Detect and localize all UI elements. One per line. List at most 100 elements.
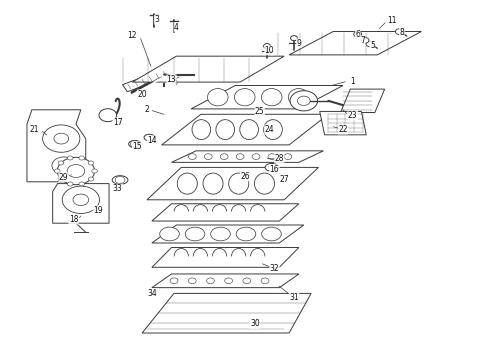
Ellipse shape (208, 89, 228, 106)
Ellipse shape (128, 140, 141, 148)
Circle shape (73, 194, 89, 206)
Circle shape (79, 156, 84, 160)
Circle shape (395, 29, 403, 35)
Circle shape (252, 154, 260, 159)
Text: 16: 16 (270, 165, 279, 174)
Circle shape (188, 154, 196, 159)
Text: 6: 6 (355, 30, 360, 39)
Text: 5: 5 (370, 40, 375, 49)
Circle shape (67, 165, 85, 177)
Polygon shape (152, 248, 299, 267)
Circle shape (57, 157, 95, 185)
Text: 11: 11 (387, 15, 397, 24)
Text: 7: 7 (360, 36, 365, 45)
Polygon shape (172, 151, 323, 162)
Polygon shape (132, 56, 284, 82)
Text: 12: 12 (127, 31, 137, 40)
Circle shape (366, 41, 374, 47)
Text: 8: 8 (399, 28, 404, 37)
Polygon shape (122, 68, 172, 92)
Polygon shape (319, 111, 366, 135)
Circle shape (361, 37, 369, 43)
Ellipse shape (265, 163, 279, 171)
Ellipse shape (160, 227, 179, 241)
Circle shape (261, 278, 269, 284)
Text: 1: 1 (350, 77, 355, 85)
Circle shape (290, 91, 318, 111)
Ellipse shape (177, 173, 197, 194)
Circle shape (354, 31, 362, 37)
Ellipse shape (211, 227, 230, 241)
Circle shape (88, 177, 94, 181)
Polygon shape (152, 225, 304, 243)
Circle shape (68, 182, 73, 186)
Polygon shape (152, 274, 299, 288)
Ellipse shape (192, 120, 211, 140)
Circle shape (115, 176, 125, 184)
Circle shape (54, 169, 60, 173)
Ellipse shape (262, 89, 282, 106)
Circle shape (284, 154, 292, 159)
Circle shape (99, 109, 117, 122)
Text: 21: 21 (29, 125, 39, 134)
Text: 28: 28 (274, 154, 284, 163)
Polygon shape (142, 293, 311, 333)
Circle shape (236, 154, 244, 159)
Text: 23: 23 (348, 111, 358, 120)
Ellipse shape (288, 89, 309, 106)
Text: 32: 32 (270, 264, 279, 273)
Polygon shape (147, 167, 318, 200)
Circle shape (54, 133, 69, 144)
Text: 22: 22 (338, 125, 348, 134)
Text: 31: 31 (289, 292, 299, 302)
Circle shape (52, 157, 75, 174)
Circle shape (68, 156, 73, 160)
Text: 14: 14 (147, 136, 157, 145)
Text: 18: 18 (69, 215, 78, 224)
Polygon shape (53, 184, 109, 223)
Ellipse shape (240, 120, 258, 140)
Ellipse shape (254, 173, 274, 194)
Circle shape (264, 44, 270, 49)
Text: 30: 30 (250, 320, 260, 328)
Polygon shape (162, 114, 328, 145)
Circle shape (268, 154, 276, 159)
Text: 25: 25 (255, 107, 265, 116)
Circle shape (58, 161, 64, 165)
Text: 4: 4 (174, 22, 179, 31)
Text: 29: 29 (59, 173, 69, 181)
Circle shape (92, 169, 98, 173)
Ellipse shape (235, 89, 255, 106)
Text: 24: 24 (265, 125, 274, 134)
Text: 19: 19 (93, 206, 103, 215)
Circle shape (43, 125, 80, 152)
Ellipse shape (216, 120, 235, 140)
Text: 20: 20 (137, 90, 147, 99)
Polygon shape (27, 110, 86, 182)
Text: 15: 15 (132, 141, 142, 150)
Text: 34: 34 (147, 289, 157, 298)
Ellipse shape (264, 120, 282, 140)
Circle shape (188, 278, 196, 284)
Text: 2: 2 (145, 105, 149, 114)
Text: 10: 10 (265, 46, 274, 55)
Circle shape (62, 186, 99, 213)
Circle shape (58, 177, 64, 181)
Ellipse shape (144, 134, 155, 141)
Polygon shape (152, 204, 299, 221)
Circle shape (220, 154, 228, 159)
Circle shape (88, 161, 94, 165)
Ellipse shape (185, 227, 205, 241)
Circle shape (291, 36, 297, 41)
Text: 33: 33 (113, 184, 122, 193)
Ellipse shape (262, 227, 281, 241)
Circle shape (297, 96, 310, 105)
Polygon shape (191, 85, 343, 109)
Text: 9: 9 (296, 39, 301, 48)
Ellipse shape (112, 176, 128, 184)
Circle shape (170, 278, 178, 284)
Ellipse shape (229, 173, 249, 194)
Circle shape (225, 278, 233, 284)
Circle shape (206, 278, 214, 284)
Circle shape (243, 278, 251, 284)
